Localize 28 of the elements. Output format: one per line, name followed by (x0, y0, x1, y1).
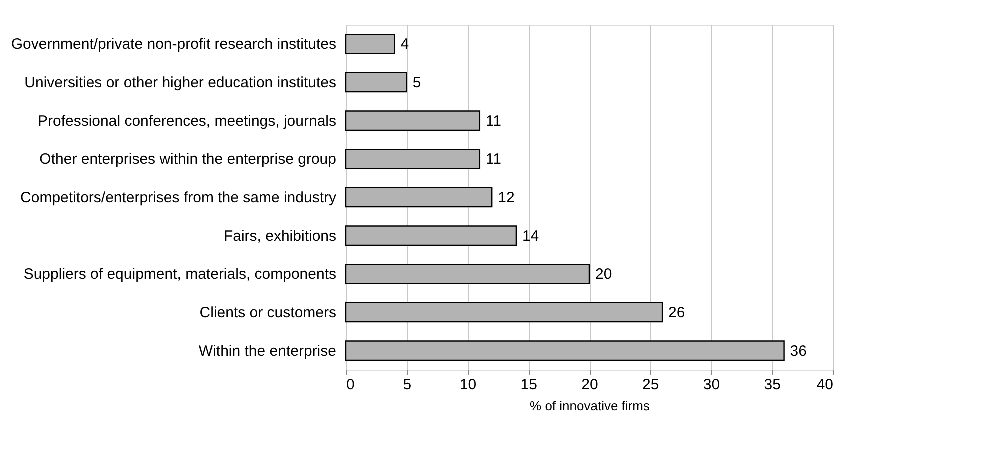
x-tick-label: 15 (520, 376, 538, 394)
x-tick-label: 10 (460, 376, 477, 394)
y-tick-label: Suppliers of equipment, materials, components (24, 266, 336, 284)
x-tick-label: 35 (764, 376, 781, 394)
data-label: 20 (596, 266, 612, 284)
data-label: 5 (412, 74, 422, 92)
y-tick-label: Fairs, exhibitions (224, 228, 336, 245)
x-tick-label: 20 (582, 376, 598, 394)
y-tick-label: Other enterprises within the enterprise group (40, 151, 336, 168)
y-tick-label: Government/private non-profit research institutes (11, 36, 336, 54)
data-label: 11 (486, 112, 502, 130)
x-axis-title: % of innovative firms (530, 398, 650, 414)
y-tick-label: Within the enterprise (198, 342, 336, 360)
data-label: 36 (790, 342, 807, 360)
x-tick-label: 0 (346, 376, 355, 394)
y-tick-label: Universities or other higher education institutes (24, 74, 336, 92)
x-tick-label: 30 (703, 376, 720, 394)
data-label: 26 (668, 304, 686, 322)
y-tick-label: Clients or customers (200, 304, 336, 322)
data-label: 14 (522, 228, 540, 245)
x-tick-label: 5 (403, 376, 412, 394)
data-label: 12 (498, 190, 515, 206)
y-tick-label: Competitors/enterprises from the same industry (20, 190, 337, 206)
x-tick-label: 25 (642, 376, 660, 394)
y-tick-label: Professional conferences, meetings, journals (38, 112, 336, 130)
data-label: 11 (486, 151, 502, 168)
data-label: 4 (400, 36, 410, 54)
x-tick-label: 40 (816, 376, 834, 394)
